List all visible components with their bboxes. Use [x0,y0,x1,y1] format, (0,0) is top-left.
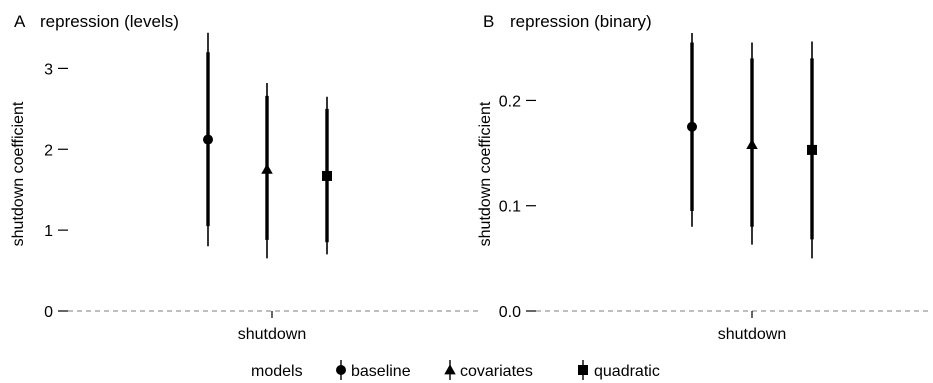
panel-b-y-tick-label-2: 0.2 [499,93,521,110]
panel-b: B repression (binary) shutdown coefficie… [477,12,930,343]
legend-title: models [251,363,303,380]
legend-label-covariates: covariates [460,363,533,380]
panel-a-letter: A [14,12,26,31]
panel-a-baseline-point [203,134,213,145]
legend-key-covariates [444,360,456,380]
panel-a-title: repression (levels) [40,12,179,31]
panel-b-covariates-point [746,138,758,149]
panel-a-quadratic-point [322,170,332,181]
panel-b-y-tick-label-0: 0.0 [499,304,521,321]
legend-item-quadratic: quadratic [578,360,660,380]
legend-key-marker-quadratic [578,365,588,375]
panel-b-letter: B [483,12,494,31]
panel-a-marks [203,32,332,259]
legend-item-covariates: covariates [444,360,533,380]
panel-b-quadratic-point [807,144,817,155]
panel-a-y-ticks: 0 1 2 3 [44,61,68,321]
panel-b-title: repression (binary) [510,12,652,31]
legend-key-baseline [336,360,346,380]
legend-key-marker-baseline [336,365,346,375]
panel-b-y-axis-label: shutdown coefficient [477,101,494,246]
panel-b-y-tick-label-1: 0.1 [499,199,521,216]
panel-a-y-tick-label-3: 3 [44,61,53,78]
panel-a-y-tick-label-2: 2 [44,142,53,159]
legend-label-quadratic: quadratic [594,363,660,380]
panel-b-y-ticks: 0.0 0.1 0.2 [499,93,536,321]
panel-a-covariates-point [261,163,273,174]
legend-key-marker-covariates [444,364,456,375]
panel-a-y-axis-label: shutdown coefficient [10,101,27,246]
panel-a-y-tick-label-0: 0 [44,304,53,321]
panel-a-y-tick-label-1: 1 [44,223,53,240]
panel-b-baseline-point [687,121,697,132]
panel-a-x-axis-label: shutdown [238,326,307,343]
panel-b-marks [687,33,817,259]
panel-b-x-axis-label: shutdown [718,326,787,343]
panel-a: A repression (levels) shutdown coefficie… [10,12,480,343]
legend-label-baseline: baseline [351,363,411,380]
legend-item-baseline: baseline [336,360,411,380]
legend: models baseline covariates quadratic [251,360,660,380]
legend-key-quadratic [578,360,588,380]
